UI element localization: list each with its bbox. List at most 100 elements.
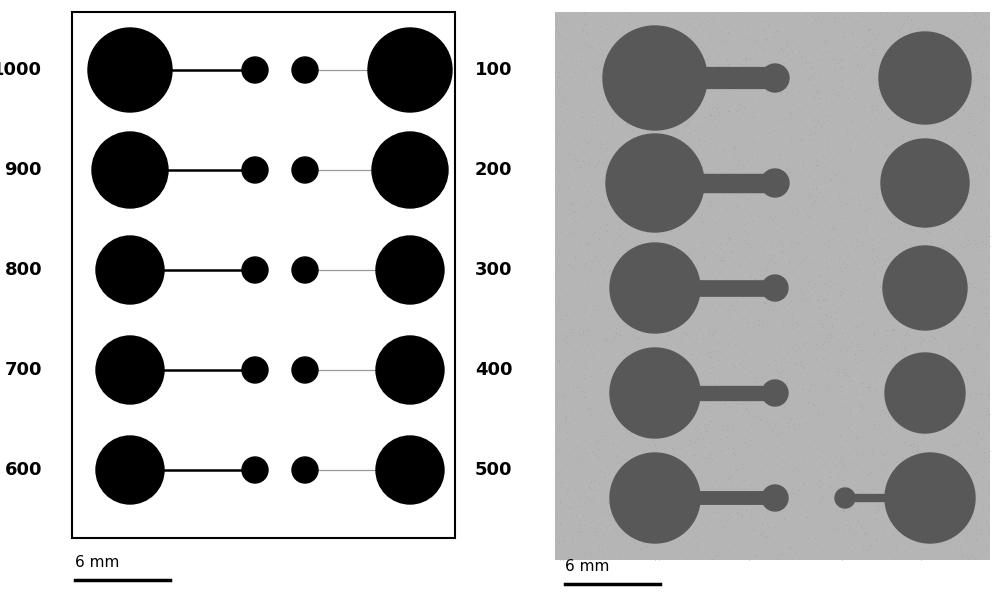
Point xyxy=(650,389,666,399)
Point xyxy=(682,436,698,445)
Point xyxy=(745,217,761,226)
Point xyxy=(744,280,760,289)
Point xyxy=(564,128,580,137)
Point xyxy=(579,243,595,253)
Point xyxy=(888,263,904,272)
Point xyxy=(850,57,866,67)
Circle shape xyxy=(242,57,268,83)
Point xyxy=(879,85,895,95)
Circle shape xyxy=(242,357,268,383)
Point xyxy=(794,533,810,543)
Point xyxy=(936,163,952,173)
Point xyxy=(960,320,976,329)
Point xyxy=(757,531,773,541)
Point xyxy=(865,30,881,40)
Point xyxy=(923,94,939,103)
Point xyxy=(910,342,926,352)
Point xyxy=(579,186,595,196)
Point xyxy=(906,439,922,449)
Circle shape xyxy=(242,457,268,483)
Point xyxy=(613,95,629,104)
Point xyxy=(800,193,816,202)
Point xyxy=(784,206,800,215)
Point xyxy=(628,353,644,363)
Point xyxy=(860,423,876,433)
Point xyxy=(969,12,985,22)
Point xyxy=(762,188,778,197)
Point xyxy=(579,28,595,38)
Point xyxy=(650,133,666,143)
Point xyxy=(674,262,690,272)
Point xyxy=(763,471,779,481)
Point xyxy=(720,401,736,410)
Point xyxy=(680,149,696,158)
Point xyxy=(700,428,716,438)
Point xyxy=(636,370,652,379)
Point xyxy=(870,83,886,92)
Point xyxy=(618,30,634,40)
Point xyxy=(608,83,624,93)
Point xyxy=(684,350,700,359)
Point xyxy=(951,517,967,527)
Point xyxy=(839,259,855,269)
Point xyxy=(672,113,688,123)
Point xyxy=(695,163,711,172)
Point xyxy=(751,97,767,106)
Point xyxy=(625,125,641,135)
Point xyxy=(818,384,834,394)
Point xyxy=(834,328,850,338)
Point xyxy=(624,470,640,479)
Point xyxy=(558,316,574,326)
Point xyxy=(740,322,756,331)
Point xyxy=(840,461,856,471)
Point xyxy=(810,295,826,305)
Point xyxy=(966,367,982,377)
Point xyxy=(883,311,899,320)
Point xyxy=(716,523,732,532)
Point xyxy=(680,85,696,94)
Point xyxy=(906,466,922,476)
Point xyxy=(953,239,969,248)
Point xyxy=(579,404,595,413)
Circle shape xyxy=(610,348,700,438)
Point xyxy=(687,69,703,79)
Point xyxy=(652,270,668,280)
Point xyxy=(680,404,696,414)
Point xyxy=(594,158,610,168)
Point xyxy=(862,249,878,259)
Point xyxy=(746,524,762,534)
Point xyxy=(714,46,730,56)
Point xyxy=(565,385,581,395)
Point xyxy=(788,408,804,418)
Point xyxy=(905,302,921,312)
Point xyxy=(955,292,971,302)
Point xyxy=(616,454,632,464)
Point xyxy=(802,295,818,304)
Point xyxy=(826,168,842,178)
Point xyxy=(715,436,731,446)
Point xyxy=(718,204,734,214)
Point xyxy=(690,136,706,145)
Point xyxy=(646,487,662,496)
Point xyxy=(613,290,629,300)
Point xyxy=(935,215,951,225)
Point xyxy=(734,473,750,482)
Point xyxy=(721,165,737,175)
Point xyxy=(848,431,864,441)
Point xyxy=(690,185,706,195)
Point xyxy=(938,367,954,377)
Point xyxy=(741,555,757,565)
Point xyxy=(552,73,568,83)
Point xyxy=(725,425,741,434)
Point xyxy=(729,188,745,197)
Point xyxy=(641,200,657,210)
Point xyxy=(793,52,809,62)
Point xyxy=(679,260,695,269)
Point xyxy=(774,188,790,198)
Point xyxy=(558,487,574,497)
Point xyxy=(849,276,865,286)
Point xyxy=(925,468,941,478)
Point xyxy=(697,489,713,499)
Point xyxy=(849,389,865,398)
Point xyxy=(959,193,975,203)
